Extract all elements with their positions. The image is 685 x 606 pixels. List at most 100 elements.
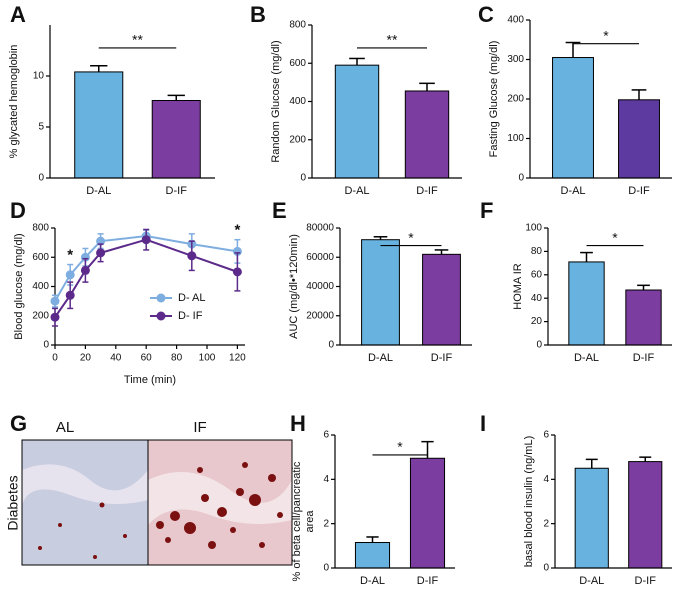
y-tick-label: 2: [323, 518, 329, 529]
bar: [74, 71, 124, 179]
x-tick-label: D-AL: [360, 575, 385, 587]
x-tick-label: D-AL: [579, 575, 604, 587]
x-tick-label: 20: [80, 353, 92, 364]
annotation: *: [67, 247, 73, 264]
panel-letter: B: [250, 2, 266, 27]
y-tick-label: 400: [289, 96, 306, 107]
y-tick-label: 400: [32, 281, 49, 292]
y-tick-label: 600: [289, 58, 306, 69]
y-tick-label: 200: [507, 94, 524, 105]
x-tick-label: 80: [171, 353, 183, 364]
bar: [361, 239, 400, 346]
point: [96, 248, 106, 258]
x-tick-label: D-AL: [344, 185, 369, 197]
y-axis-label: Random Glucose (mg/dl): [270, 40, 282, 162]
y-tick-label: 0: [323, 563, 329, 574]
x-tick-label: D-IF: [417, 575, 439, 587]
x-tick-label: 100: [199, 353, 216, 364]
significance-label: *: [612, 229, 618, 245]
y-tick-label: 6: [323, 430, 329, 441]
panel-letter: D: [10, 198, 26, 223]
bar: [625, 289, 662, 346]
image-frame: [21, 439, 293, 566]
y-tick-label: 6: [543, 430, 549, 441]
legend-label: D- AL: [178, 292, 206, 304]
x-tick-label: D-AL: [368, 352, 393, 364]
y-tick-label: 80: [531, 246, 543, 257]
x-tick-label: D-IF: [166, 185, 188, 197]
point: [80, 252, 90, 262]
panel-letter: C: [478, 2, 494, 27]
x-tick-label: D-AL: [560, 185, 585, 197]
y-tick-label: 0: [536, 340, 542, 351]
x-tick-label: D-AL: [574, 352, 599, 364]
point: [50, 312, 60, 322]
column-label: AL: [56, 419, 74, 436]
x-tick-label: 0: [52, 353, 58, 364]
panel-letter: H: [290, 411, 306, 436]
bar: [574, 467, 609, 569]
panel-letter: F: [480, 198, 493, 223]
point: [50, 296, 60, 306]
point: [232, 267, 242, 277]
significance-label: *: [603, 27, 609, 43]
y-tick-label: 200: [289, 134, 306, 145]
point: [65, 270, 75, 280]
bar: [552, 57, 594, 179]
point: [65, 290, 75, 300]
x-tick-label: D-AL: [86, 185, 111, 197]
y-tick-label: 300: [507, 54, 524, 65]
y-tick-label: 0: [328, 340, 334, 351]
significance-label: *: [408, 229, 414, 245]
y-tick-label: 5: [38, 122, 44, 133]
annotation: *: [234, 222, 240, 239]
bar: [422, 253, 461, 346]
legend-label: D- IF: [178, 310, 203, 322]
x-tick-label: D-IF: [416, 185, 438, 197]
y-axis-label: area: [304, 510, 316, 533]
histology-panel: AL IF Diabetes: [5, 419, 293, 566]
x-tick-label: D-IF: [635, 575, 657, 587]
y-axis-label: % glycated hemoglobin: [8, 45, 20, 159]
y-tick-label: 60000: [306, 252, 334, 263]
y-tick-label: 4: [323, 474, 329, 485]
y-tick-label: 0: [43, 340, 49, 351]
y-axis-label: Fasting Glucose (mg/dl): [488, 41, 500, 158]
tissue: [22, 464, 148, 505]
y-tick-label: 0: [518, 173, 524, 184]
y-tick-label: 10: [33, 71, 45, 82]
y-tick-label: 40: [531, 293, 543, 304]
panel-letter: A: [10, 2, 26, 27]
bar: [404, 90, 450, 179]
panel-letter: E: [272, 198, 287, 223]
y-tick-label: 80000: [306, 223, 334, 234]
y-tick-label: 400: [507, 15, 524, 26]
y-axis-label: % of beta cell/pancreatic: [291, 461, 303, 581]
point: [80, 265, 90, 275]
y-tick-label: 4: [543, 474, 549, 485]
y-tick-label: 20: [531, 316, 543, 327]
y-tick-label: 60: [531, 269, 543, 280]
panel-letter: G: [10, 411, 27, 436]
x-tick-label: D-IF: [431, 352, 453, 364]
y-axis-label: HOMA IR: [512, 263, 524, 310]
bar: [334, 64, 380, 179]
x-tick-label: 60: [141, 353, 153, 364]
row-label: Diabetes: [5, 475, 21, 530]
y-tick-label: 100: [525, 223, 542, 234]
significance-label: **: [132, 32, 143, 48]
series-line: [54, 238, 238, 318]
bar: [628, 461, 663, 569]
y-tick-label: 800: [289, 20, 306, 31]
bar: [409, 457, 446, 569]
y-tick-label: 2: [543, 518, 549, 529]
legend-marker: [156, 311, 166, 321]
significance-label: **: [387, 32, 398, 48]
y-axis-label: Blood glucose (mg/dl): [13, 233, 25, 339]
y-axis-label: AUC (mg/dl•*120min): [288, 234, 300, 339]
x-tick-label: 40: [110, 353, 122, 364]
point: [232, 246, 242, 256]
point: [141, 235, 151, 245]
y-tick-label: 100: [507, 133, 524, 144]
